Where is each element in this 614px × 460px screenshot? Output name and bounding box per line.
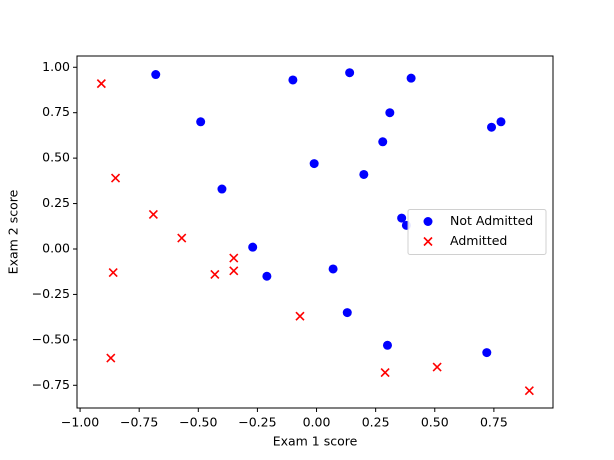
x-stroke [177,233,187,243]
x-tick-label: 0.00 [303,415,331,430]
y-tick-label: 1.00 [42,59,70,74]
y-axis-label: Exam 2 score [6,189,21,274]
x-stroke [106,353,116,363]
point [359,169,369,179]
point [196,117,206,127]
x-axis-label: Exam 1 score [273,434,358,449]
x-marker [423,236,433,247]
x-marker [177,233,187,243]
x-tick-label: −1.00 [61,415,99,430]
point [328,264,338,274]
point [342,308,352,318]
point [151,70,161,80]
point [487,122,497,132]
point [262,271,272,281]
y-tick-label: −0.50 [32,331,70,346]
x-stroke [423,236,433,247]
x-stroke [295,311,305,321]
legend-box [407,209,547,255]
x-tick-label: 0.25 [362,415,390,430]
x-marker [106,353,116,363]
plot-frame [76,55,554,409]
x-marker [524,386,534,396]
x-tick-label: −0.75 [120,415,158,430]
x-marker [229,253,239,263]
x-marker [148,209,158,220]
x-tick-label: −0.50 [179,415,217,430]
x-stroke [148,209,158,220]
y-tick-label: −0.25 [32,286,70,301]
x-marker [108,268,118,278]
x-marker [295,311,305,321]
point [217,184,227,194]
point [496,117,506,127]
x-marker [229,266,239,276]
point [378,137,388,147]
x-stroke [229,266,239,276]
x-tick-label: 0.50 [421,415,449,430]
y-tick-label: 0.00 [42,240,70,255]
point [382,340,392,350]
x-tick-label: 0.75 [480,415,508,430]
point [423,217,433,226]
x-marker [96,79,106,89]
x-stroke [229,253,239,263]
x-stroke [524,386,534,396]
point [248,242,258,252]
x-stroke [380,367,390,378]
legend-label: Admitted [450,233,507,248]
x-marker [110,173,121,183]
legend-label: Not Admitted [450,213,533,228]
point [345,68,355,78]
x-marker [432,362,442,372]
point [309,159,319,169]
y-tick-label: 0.50 [42,150,70,165]
y-tick-label: 0.25 [42,195,70,210]
x-tick-label: −0.25 [238,415,276,430]
point [406,73,416,83]
y-tick-label: −0.75 [32,377,70,392]
point [482,348,492,358]
x-marker [380,367,390,378]
legend: Not Admitted Admitted [407,209,547,255]
point [385,108,395,118]
x-stroke [432,362,442,372]
x-stroke [96,79,106,89]
point [288,75,298,85]
point [397,213,407,223]
x-stroke [108,268,118,278]
x-stroke [110,173,121,183]
x-stroke [210,269,220,279]
x-marker [210,269,220,279]
y-tick-label: 0.75 [42,104,70,119]
